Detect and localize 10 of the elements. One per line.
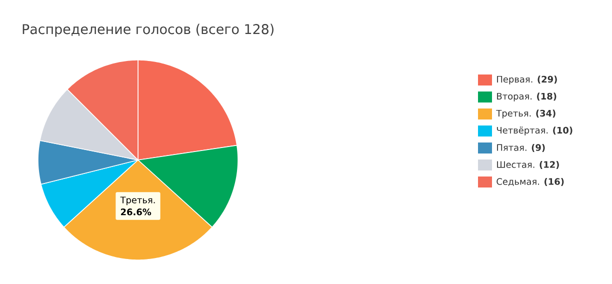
text: 26.6% [120,208,152,216]
legend-label: Вторая. (18) [497,92,556,102]
text: Третья. [120,196,155,206]
legend-label: Четвёртая. (10) [496,126,572,136]
legend-label: Пятая. (9) [497,144,545,152]
chart-title: Распределение голосов (всего 128) [22,24,274,37]
legend-label: Седьмая. (16) [496,178,564,186]
legend-label: Шестая. (12) [497,161,559,169]
legend-label: Первая. (29) [497,76,557,84]
legend-label: Третья. (34) [496,110,556,118]
